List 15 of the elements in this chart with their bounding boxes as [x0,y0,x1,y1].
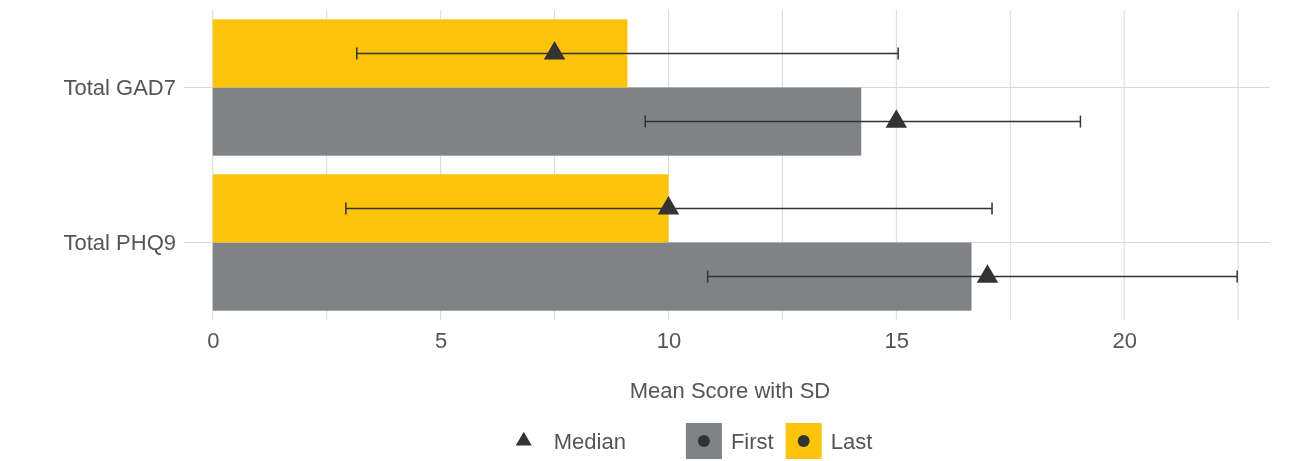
x-tick-label: 15 [884,327,910,353]
x-tick-label: 5 [435,327,448,353]
legend-label: Median [553,429,626,454]
legend-label: Last [830,429,873,454]
legend-label: First [730,429,774,454]
x-axis-title: Mean Score with SD [629,378,831,403]
bar [212,19,628,88]
x-tick-label: 10 [656,327,682,353]
y-tick-label: Total GAD7 [63,74,176,100]
bar [212,87,862,156]
x-tick-label: 20 [1112,327,1137,353]
y-tick-label: Total PHQ9 [63,229,176,255]
x-tick-label: 0 [207,327,220,353]
bar [212,174,669,243]
bar [212,242,972,311]
